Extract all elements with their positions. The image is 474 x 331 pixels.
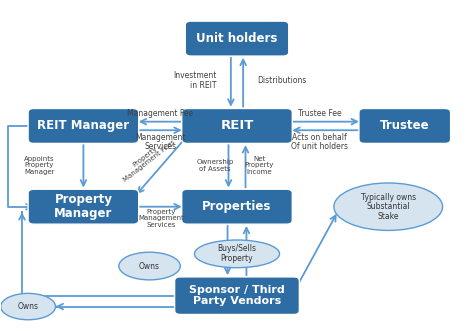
FancyBboxPatch shape <box>359 109 451 143</box>
Text: Acts on behalf
Of unit holders: Acts on behalf Of unit holders <box>291 132 348 151</box>
Text: Property
Manager: Property Manager <box>54 193 113 220</box>
Ellipse shape <box>119 252 180 280</box>
Text: Property
Management Fees: Property Management Fees <box>118 134 176 183</box>
FancyBboxPatch shape <box>174 277 300 314</box>
Text: Owns: Owns <box>18 302 38 311</box>
Text: Properties: Properties <box>202 200 272 213</box>
Text: REIT: REIT <box>220 119 254 132</box>
Text: Sponsor / Third
Party Vendors: Sponsor / Third Party Vendors <box>189 285 285 306</box>
Text: Typically owns
Substantial
Stake: Typically owns Substantial Stake <box>361 193 416 221</box>
Text: Buys/Sells
Property: Buys/Sells Property <box>218 245 256 263</box>
FancyBboxPatch shape <box>182 109 292 143</box>
Text: REIT Manager: REIT Manager <box>37 119 129 132</box>
FancyBboxPatch shape <box>28 109 139 143</box>
FancyBboxPatch shape <box>182 189 292 224</box>
Ellipse shape <box>194 240 280 268</box>
Text: Management
Services: Management Services <box>135 132 186 151</box>
Text: Owns: Owns <box>139 261 160 270</box>
FancyBboxPatch shape <box>185 21 289 56</box>
Text: Trustee: Trustee <box>380 119 429 132</box>
Text: Investment
in REIT: Investment in REIT <box>173 71 217 90</box>
Text: Net
Property
Income: Net Property Income <box>245 156 274 175</box>
Text: Trustee Fee: Trustee Fee <box>298 109 342 118</box>
Text: Management Fee: Management Fee <box>128 109 193 118</box>
Text: Distributions: Distributions <box>257 76 307 85</box>
Text: Unit holders: Unit holders <box>196 32 278 45</box>
Ellipse shape <box>0 293 55 320</box>
Ellipse shape <box>334 183 443 230</box>
Text: Appoints
Property
Manager: Appoints Property Manager <box>24 156 55 175</box>
FancyBboxPatch shape <box>28 189 139 224</box>
Text: Property
Management
Services: Property Management Services <box>138 209 184 228</box>
Text: Ownership
of Assets: Ownership of Assets <box>196 159 233 172</box>
